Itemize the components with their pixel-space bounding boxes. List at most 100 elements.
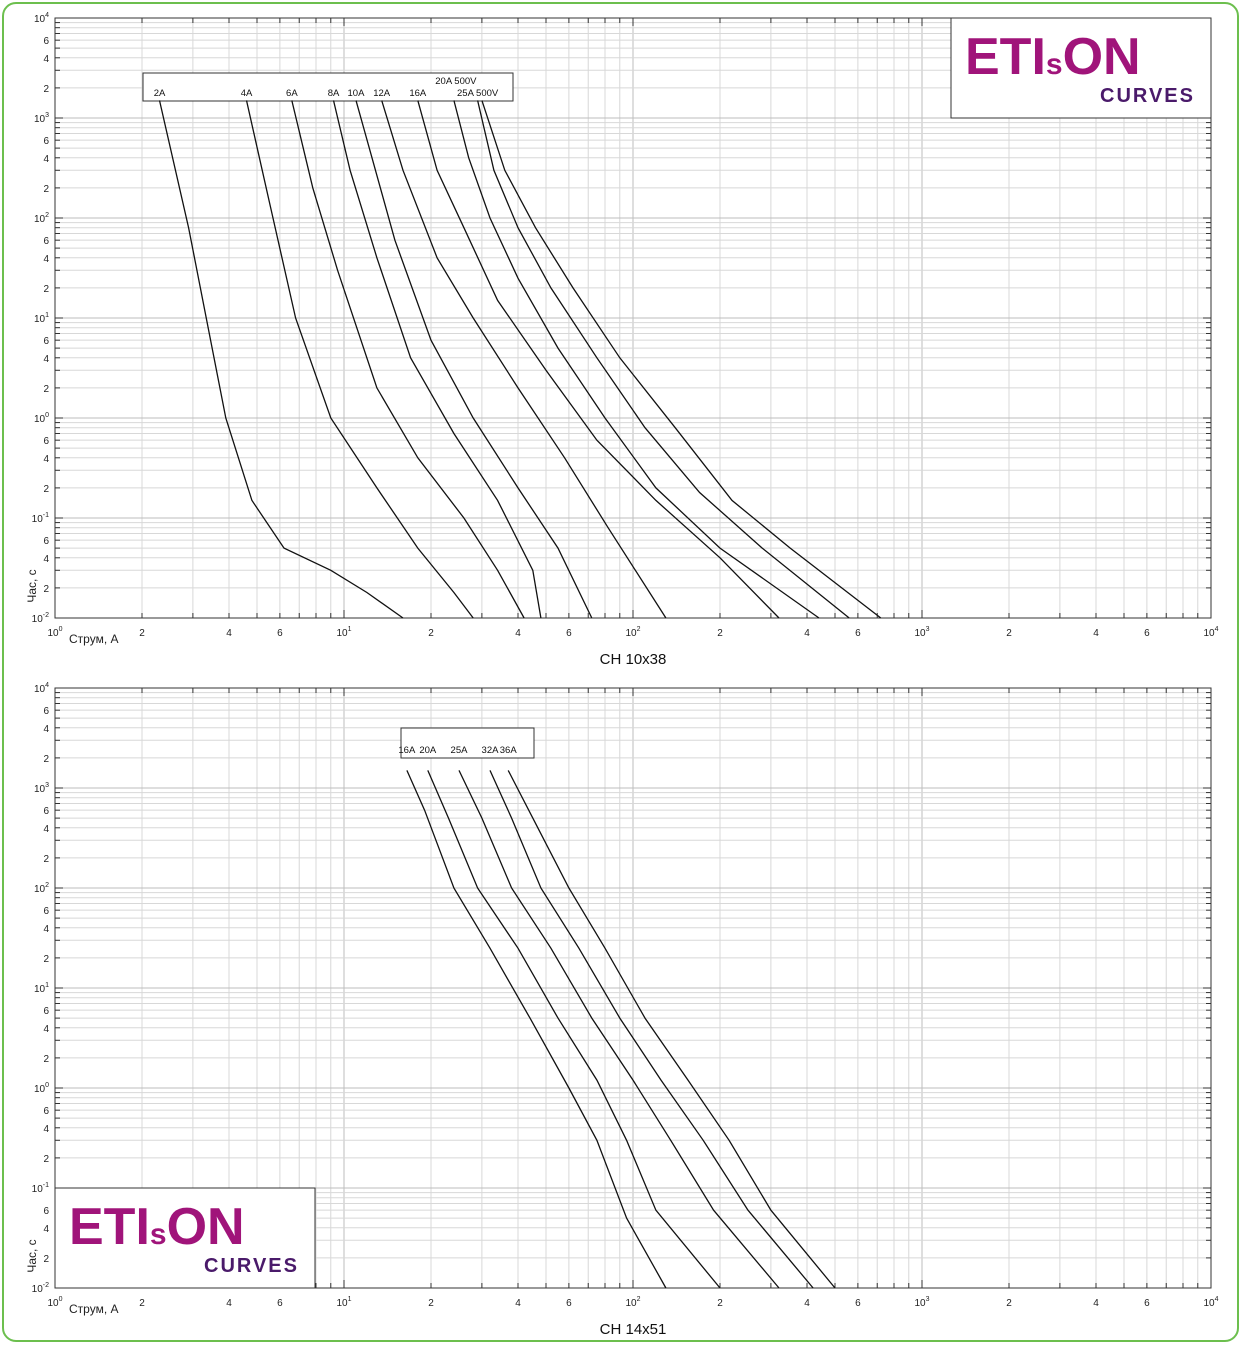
x-tick-label: 4 [515,1298,521,1309]
y-tick-label: 4 [43,1224,49,1235]
grid [54,18,1211,619]
y-tick-label: 6 [43,536,49,547]
x-tick-label: 4 [226,628,232,639]
curve-label: 4A [241,88,253,99]
x-tick-label: 2 [1006,628,1012,639]
grid [54,688,1211,1289]
y-tick-label: 6 [43,436,49,447]
curve-label: 2A [154,88,166,99]
chart-2: 100 2 4 6 101 2 4 6 102 2 4 6 103 2 4 6 104 10-2 2 4 6 10-1 2 4… [25,682,1219,1338]
y-tick-label: 4 [43,554,49,565]
x-tick-label: 6 [277,628,283,639]
x-tick-label: 6 [855,628,861,639]
y-axis-label: Час, с [25,1239,39,1272]
y-axis-label: Час, с [25,569,39,602]
x-tick-label: 4 [226,1298,232,1309]
curve-unlabeled-9 [481,100,882,619]
logo-text: ETIsON [69,1198,245,1256]
chart-title: CH 10x38 [600,651,667,668]
y-tick-label: 102 [34,882,49,895]
x-tick-label: 6 [1144,628,1150,639]
x-tick-label: 4 [515,628,521,639]
x-tick-label: 6 [566,1298,572,1309]
y-tick-label: 2 [43,954,49,965]
y-tick-label: 2 [43,1254,49,1265]
x-tick-label: 2 [717,628,723,639]
curve-12a [381,100,667,619]
curve-20a-500v [453,100,820,619]
y-tick-label: 2 [43,584,49,595]
x-tick-label: 2 [717,1298,723,1309]
curve-label: 8A [328,88,340,99]
curve-label-box [400,727,535,759]
curve-36a [507,770,836,1289]
x-tick-label: 4 [804,628,810,639]
curve-16a [406,770,667,1289]
y-tick-label: 4 [43,254,49,265]
curve-10a [355,100,593,619]
curve-4a [245,100,474,619]
x-axis-label: Струм, А [69,632,119,646]
y-tick-label: 2 [43,384,49,395]
y-tick-label: 2 [43,284,49,295]
x-tick-label: 100 [47,1296,62,1309]
curve-label: 6A [286,88,298,99]
x-tick-label: 2 [428,1298,434,1309]
y-tick-label: 104 [34,12,49,25]
y-tick-label: 10-1 [32,512,49,525]
logo-subtitle: CURVES [204,1255,299,1277]
x-tick-label: 6 [277,1298,283,1309]
x-tick-label: 2 [428,628,434,639]
x-tick-label: 6 [855,1298,861,1309]
x-tick-label: 6 [566,628,572,639]
y-tick-label: 4 [43,54,49,65]
curve-2a [158,100,404,619]
y-tick-label: 4 [43,1124,49,1135]
y-tick-label: 103 [34,782,49,795]
y-tick-label: 4 [43,824,49,835]
y-tick-label: 100 [34,1082,49,1095]
logo-subtitle: CURVES [1100,85,1195,107]
x-axis-label: Струм, А [69,1302,119,1316]
logo-frame [950,17,1212,119]
curve-32a [489,770,814,1289]
curve-label: 10A [348,88,366,99]
x-tick-label: 102 [625,626,640,639]
curve-label: 16A [398,745,416,756]
y-tick-label: 6 [43,706,49,717]
y-tick-label: 6 [43,336,49,347]
tick-marks [54,17,1212,619]
x-tick-label: 4 [1093,628,1099,639]
y-tick-label: 2 [43,484,49,495]
y-tick-label: 4 [43,724,49,735]
y-tick-label: 10-2 [32,612,49,625]
y-tick-label: 2 [43,184,49,195]
curve-25a-500v [476,100,850,619]
y-tick-label: 10-1 [32,1182,49,1195]
y-tick-label: 6 [43,806,49,817]
curve-25a [458,770,780,1289]
logo-text: ETIsON [965,28,1141,86]
curve-20a [427,770,721,1289]
curve-6a [291,100,525,619]
y-tick-label: 6 [43,236,49,247]
x-tick-label: 103 [914,1296,929,1309]
curve-label-box [142,72,514,102]
y-tick-label: 2 [43,1054,49,1065]
x-tick-label: 104 [1203,626,1218,639]
x-tick-label: 2 [139,1298,145,1309]
y-tick-label: 10-2 [32,1282,49,1295]
y-tick-label: 6 [43,1206,49,1217]
chart-1: 100 2 4 6 101 2 4 6 102 2 4 6 103 2 4 6 104 10-2 2 4 6 10-1 2 4… [25,12,1219,668]
curve-label: 32A [482,745,500,756]
y-tick-label: 2 [43,754,49,765]
y-tick-label: 101 [34,982,49,995]
y-tick-label: 104 [34,682,49,695]
x-tick-label: 2 [139,628,145,639]
x-tick-label: 103 [914,626,929,639]
x-tick-label: 101 [336,1296,351,1309]
curve-8a [332,100,542,619]
